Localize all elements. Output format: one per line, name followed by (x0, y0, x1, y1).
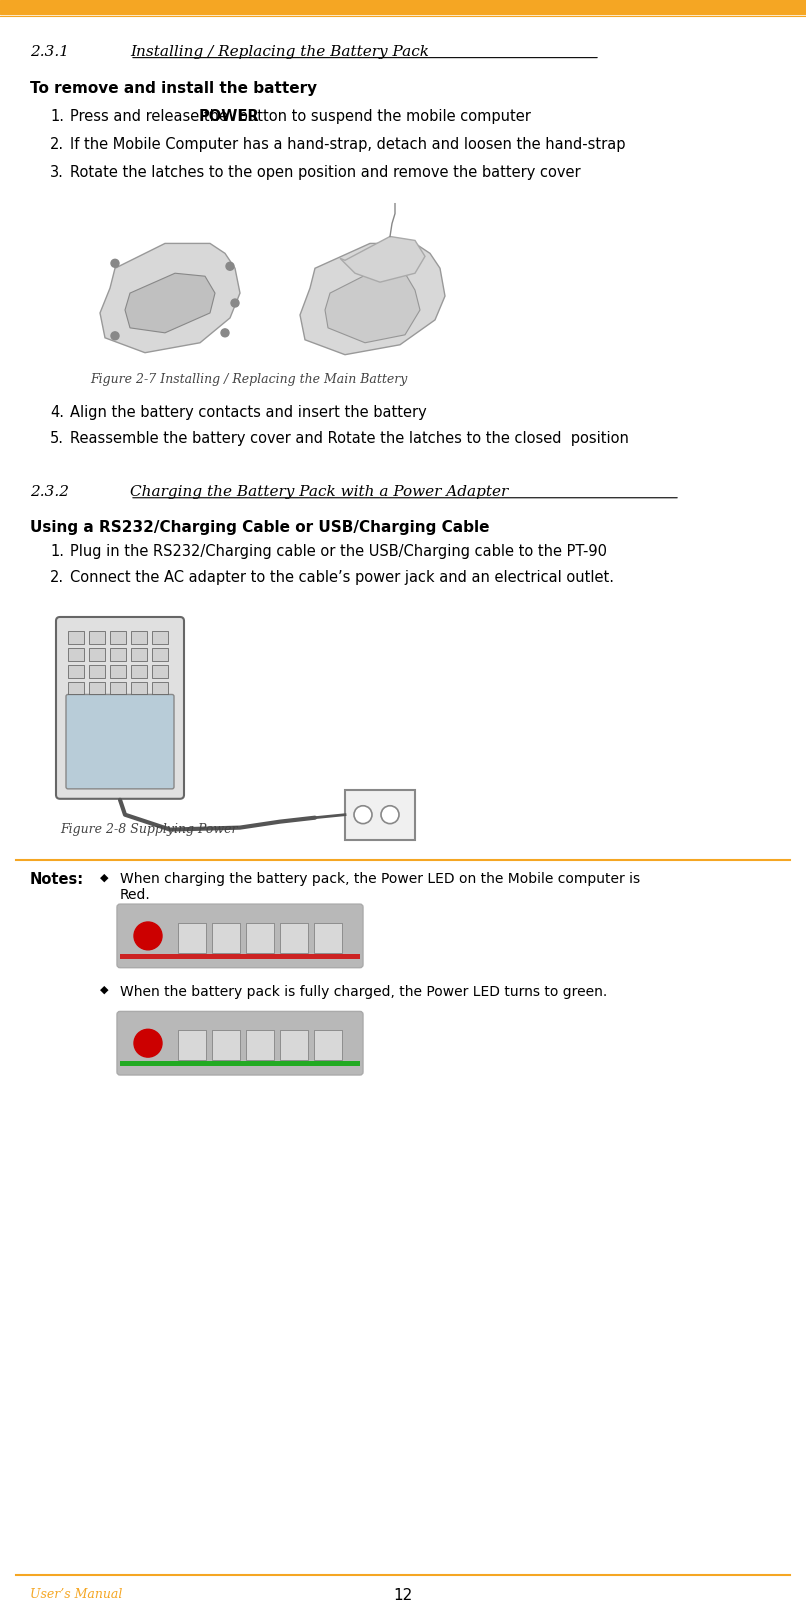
Circle shape (231, 298, 239, 306)
Bar (131, 648, 147, 661)
Text: 2.3.1: 2.3.1 (30, 45, 69, 59)
Bar (280, 922, 308, 953)
Polygon shape (100, 244, 240, 353)
Bar (68, 682, 84, 695)
Bar (314, 1030, 342, 1060)
Text: 3.: 3. (50, 165, 64, 180)
Bar (246, 1030, 274, 1060)
Circle shape (134, 922, 162, 950)
Text: Using a RS232/Charging Cable or USB/Charging Cable: Using a RS232/Charging Cable or USB/Char… (30, 520, 489, 534)
Text: Notes:: Notes: (30, 873, 84, 887)
Text: ◆: ◆ (100, 873, 109, 882)
Text: 2.: 2. (50, 571, 64, 585)
Bar (89, 648, 105, 661)
Bar (131, 630, 147, 643)
Text: When the battery pack is fully charged, the Power LED turns to green.: When the battery pack is fully charged, … (120, 985, 607, 999)
Text: Reassemble the battery cover and Rotate the latches to the closed  position: Reassemble the battery cover and Rotate … (70, 431, 629, 446)
Text: 5.: 5. (50, 431, 64, 446)
Bar (89, 682, 105, 695)
Polygon shape (340, 236, 425, 282)
Circle shape (111, 260, 119, 268)
Bar (280, 1030, 308, 1060)
Bar (212, 922, 240, 953)
Text: button to suspend the mobile computer: button to suspend the mobile computer (234, 109, 530, 124)
Bar (212, 1030, 240, 1060)
Bar (152, 664, 168, 677)
Bar (246, 922, 274, 953)
Bar (110, 682, 126, 695)
Polygon shape (300, 244, 445, 354)
Text: 2.3.2: 2.3.2 (30, 484, 69, 499)
Text: 1.: 1. (50, 109, 64, 124)
Text: POWER: POWER (199, 109, 260, 124)
Bar (110, 664, 126, 677)
Bar (152, 630, 168, 643)
Text: Installing / Replacing the Battery Pack: Installing / Replacing the Battery Pack (130, 45, 429, 59)
Text: 12: 12 (393, 1588, 413, 1602)
Text: Connect the AC adapter to the cable’s power jack and an electrical outlet.: Connect the AC adapter to the cable’s po… (70, 571, 614, 585)
Bar (68, 630, 84, 643)
Bar (131, 682, 147, 695)
Text: Figure 2-8 Supplying Power: Figure 2-8 Supplying Power (60, 823, 238, 836)
Circle shape (354, 805, 372, 823)
Bar (314, 922, 342, 953)
Bar (120, 954, 360, 959)
Circle shape (221, 329, 229, 337)
Text: Plug in the RS232/Charging cable or the USB/Charging cable to the PT-90: Plug in the RS232/Charging cable or the … (70, 544, 607, 560)
Text: 4.: 4. (50, 406, 64, 420)
Text: User’s Manual: User’s Manual (30, 1588, 123, 1601)
Text: Rotate the latches to the open position and remove the battery cover: Rotate the latches to the open position … (70, 165, 580, 180)
Text: Charging the Battery Pack with a Power Adapter: Charging the Battery Pack with a Power A… (130, 484, 509, 499)
Bar (110, 630, 126, 643)
Bar (345, 789, 415, 839)
Bar (0, 0, 806, 14)
Bar (120, 1062, 360, 1067)
Circle shape (111, 332, 119, 340)
Circle shape (226, 263, 234, 269)
Text: Align the battery contacts and insert the battery: Align the battery contacts and insert th… (70, 406, 426, 420)
Bar (178, 922, 206, 953)
Bar (152, 648, 168, 661)
Text: Red.: Red. (120, 889, 151, 901)
Bar (89, 664, 105, 677)
Bar (110, 648, 126, 661)
Circle shape (134, 1030, 162, 1057)
Text: ◆: ◆ (100, 985, 109, 994)
Bar (68, 664, 84, 677)
FancyBboxPatch shape (56, 618, 184, 799)
Bar (68, 648, 84, 661)
Text: Press and release the: Press and release the (70, 109, 233, 124)
FancyBboxPatch shape (66, 695, 174, 789)
Text: Figure 2-7 Installing / Replacing the Main Battery: Figure 2-7 Installing / Replacing the Ma… (90, 372, 407, 385)
Text: 1.: 1. (50, 544, 64, 560)
Text: 2.: 2. (50, 136, 64, 152)
Polygon shape (325, 269, 420, 343)
Bar (131, 664, 147, 677)
Text: To remove and install the battery: To remove and install the battery (30, 82, 317, 96)
FancyBboxPatch shape (117, 905, 363, 967)
FancyBboxPatch shape (117, 1012, 363, 1075)
Bar (178, 1030, 206, 1060)
Polygon shape (125, 273, 215, 334)
Circle shape (381, 805, 399, 823)
Text: If the Mobile Computer has a hand-strap, detach and loosen the hand-strap: If the Mobile Computer has a hand-strap,… (70, 136, 625, 152)
Bar (89, 630, 105, 643)
Text: When charging the battery pack, the Power LED on the Mobile computer is: When charging the battery pack, the Powe… (120, 873, 640, 887)
Bar (152, 682, 168, 695)
